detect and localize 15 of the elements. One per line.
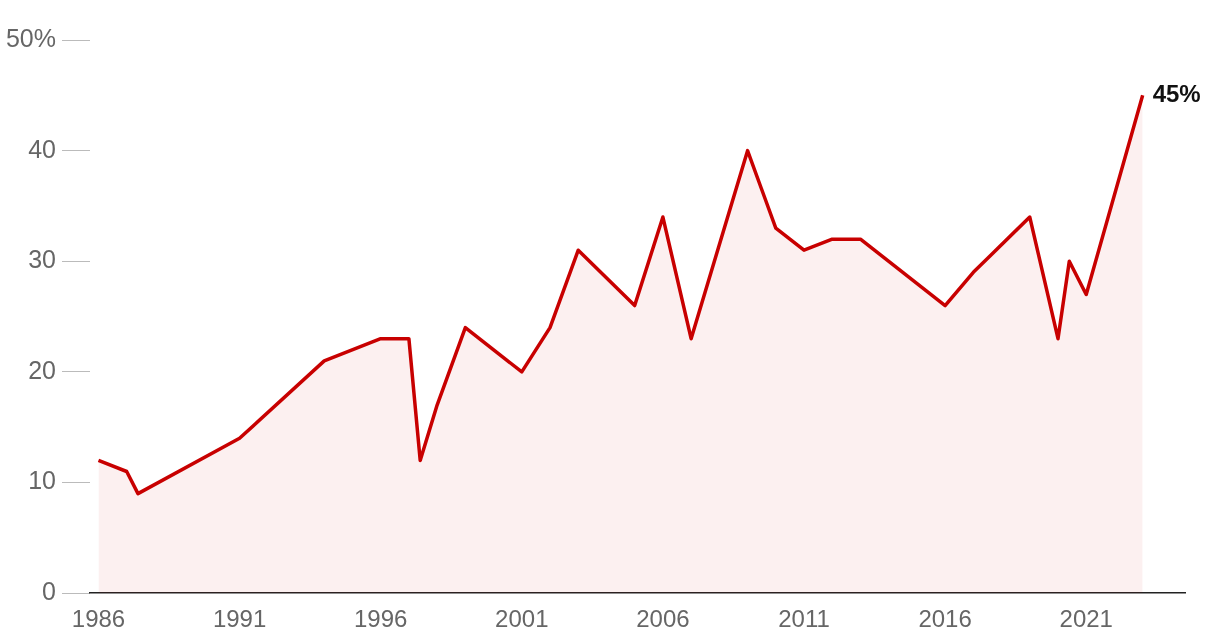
x-tick-label: 1991 — [212, 605, 267, 633]
y-tick-label: 40 — [28, 134, 56, 163]
x-tick-label: 2006 — [636, 605, 690, 633]
y-tick-label: 0 — [42, 577, 56, 606]
x-tick-label: 1986 — [71, 605, 126, 633]
y-tick-label: 30 — [28, 245, 56, 274]
annotation: 45% — [1152, 79, 1201, 107]
x-tick-label: 2021 — [1059, 605, 1113, 633]
y-tick-label: 50% — [5, 23, 56, 52]
y-tick-label: 20 — [28, 355, 56, 384]
x-tick-label: 1996 — [353, 605, 408, 633]
y-tick-label: 10 — [28, 466, 56, 495]
x-tick-label: 2011 — [778, 605, 830, 633]
x-tick-label: 2016 — [918, 605, 972, 633]
x-tick-label: 2001 — [495, 605, 549, 633]
